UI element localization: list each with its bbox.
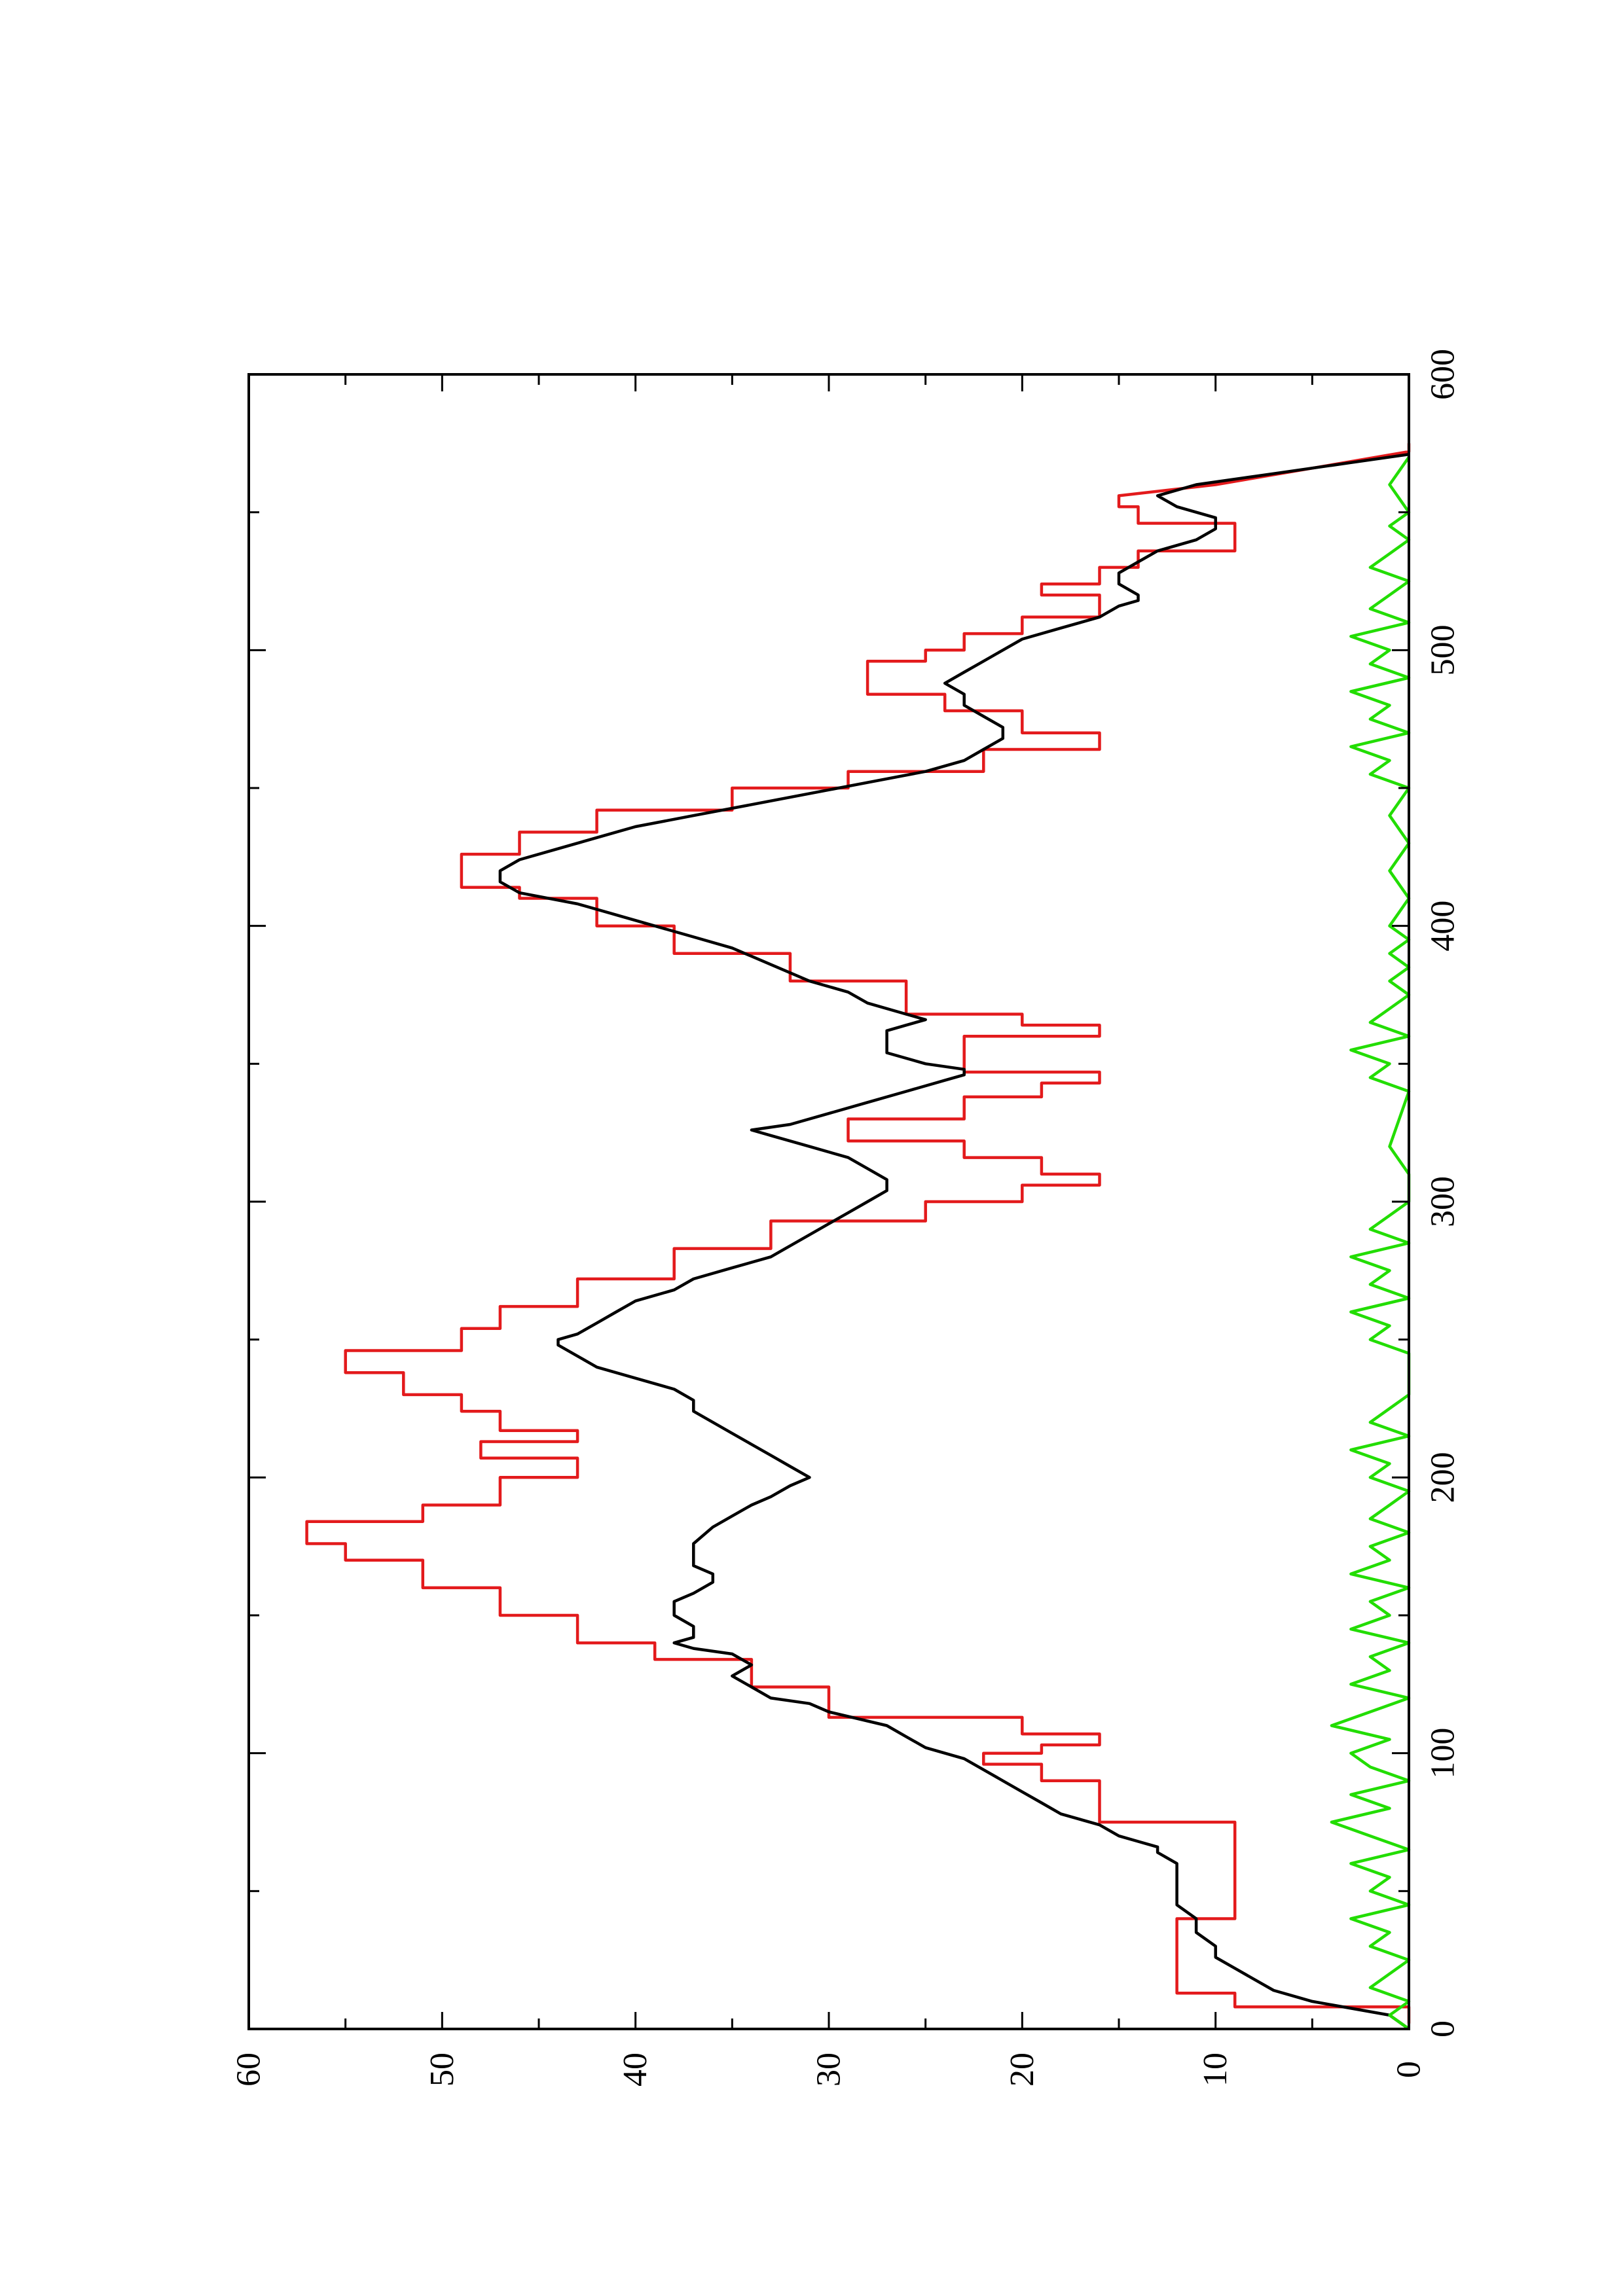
axis-ticks [247, 373, 1410, 2030]
tick-labels: 0 100 200 300 400 500 600 0 10 20 30 40 50 60 [230, 349, 1462, 2087]
series-line-1 [305, 443, 1411, 2024]
y-tick-label: 0 [1391, 2061, 1428, 2078]
x-tick-label: 600 [1425, 349, 1462, 400]
x-tick-label: 300 [1425, 1176, 1462, 1227]
y-tick-label: 10 [1197, 2053, 1234, 2087]
plot-frame [247, 373, 1410, 2030]
y-tick-label: 60 [230, 2053, 268, 2087]
x-tick-label: 100 [1425, 1728, 1462, 1779]
x-tick-label: 500 [1425, 624, 1462, 675]
plot-area [305, 443, 1411, 2030]
x-tick-label: 200 [1425, 1452, 1462, 1503]
y-tick-label: 40 [617, 2053, 654, 2087]
x-tick-label: 0 [1425, 2020, 1462, 2037]
x-tick-label: 400 [1425, 901, 1462, 952]
y-tick-label: 30 [811, 2053, 848, 2087]
y-tick-label: 20 [1004, 2053, 1041, 2087]
y-tick-label: 50 [424, 2053, 461, 2087]
series-line-2 [498, 452, 1410, 2030]
series-line-3 [1330, 456, 1411, 2030]
